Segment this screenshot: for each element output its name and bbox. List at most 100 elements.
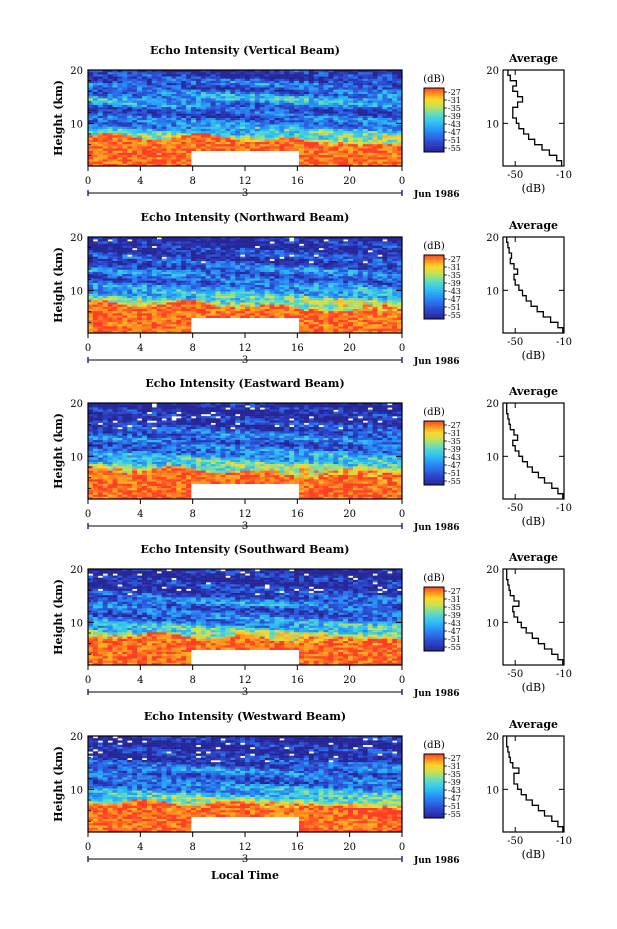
heatmap-cell [333, 103, 338, 105]
heatmap-cell [225, 241, 230, 243]
heatmap-cell [382, 294, 387, 296]
heatmap-cell [240, 98, 245, 100]
heatmap-cell [225, 144, 230, 146]
heatmap-cell [162, 116, 167, 118]
heatmap-cell [328, 311, 333, 313]
heatmap-cell [368, 142, 373, 144]
heatmap-cell [216, 287, 221, 289]
heatmap-cell [157, 79, 162, 81]
heatmap-cell [117, 103, 122, 105]
heatmap-cell [147, 259, 152, 261]
heatmap-cell [147, 127, 152, 129]
heatmap-cell [142, 265, 147, 267]
heatmap-cell [93, 85, 98, 87]
heatmap-cell [122, 287, 127, 289]
heatmap-cell [309, 131, 314, 133]
heatmap-cell [260, 296, 265, 298]
heatmap-cell [377, 109, 382, 111]
heatmap-cell [387, 98, 392, 100]
heatmap-cell [377, 144, 382, 146]
heatmap-cell [216, 285, 221, 287]
heatmap-cell [122, 114, 127, 116]
heatmap-cell [368, 265, 373, 267]
heatmap-cell [260, 287, 265, 289]
heatmap-cell [127, 90, 132, 92]
heatmap-cell [373, 127, 378, 129]
heatmap-cell [132, 239, 137, 241]
heatmap-cell [240, 142, 245, 144]
heatmap-cell [98, 285, 103, 287]
heatmap-cell [304, 120, 309, 122]
heatmap-cell [299, 305, 304, 307]
heatmap-cell [377, 118, 382, 120]
heatmap-cell [181, 85, 186, 87]
heatmap-cell [176, 263, 181, 265]
heatmap-cell [245, 294, 250, 296]
heatmap-cell [255, 77, 260, 79]
heatmap-cell [186, 248, 191, 250]
heatmap-cell [142, 298, 147, 300]
heatmap-cell [245, 111, 250, 113]
heatmap-cell [147, 157, 152, 159]
heatmap-cell [299, 109, 304, 111]
heatmap-cell [176, 270, 181, 272]
heatmap-cell [216, 259, 221, 261]
heatmap-cell [206, 116, 211, 118]
heatmap-cell [382, 79, 387, 81]
heatmap-cell [343, 74, 348, 76]
heatmap-cell [382, 292, 387, 294]
heatmap-cell [309, 257, 314, 259]
heatmap-cell [171, 140, 176, 142]
heatmap-cell [274, 252, 279, 254]
heatmap-cell [319, 246, 324, 248]
heatmap-cell [299, 118, 304, 120]
heatmap-cell [191, 129, 196, 131]
heatmap-cell [186, 268, 191, 270]
heatmap-cell [245, 276, 250, 278]
heatmap-cell [88, 313, 93, 315]
heatmap-cell [93, 246, 98, 248]
heatmap-cell [122, 72, 127, 74]
heatmap-cell [171, 270, 176, 272]
heatmap-cell [108, 302, 113, 304]
heatmap-cell [309, 111, 314, 113]
heatmap-cell [117, 120, 122, 122]
heatmap-cell [127, 294, 132, 296]
heatmap-cell [309, 122, 314, 124]
heatmap-cell [240, 261, 245, 263]
heatmap-cell [113, 244, 118, 246]
heatmap-cell [122, 274, 127, 276]
heatmap-cell [274, 241, 279, 243]
heatmap-cell [88, 248, 93, 250]
heatmap-cell [358, 259, 363, 261]
heatmap-cell [103, 274, 108, 276]
heatmap-cell [377, 239, 382, 241]
heatmap-cell [284, 101, 289, 103]
heatmap-cell [196, 241, 201, 243]
heatmap-cell [265, 294, 270, 296]
heatmap-cell [132, 105, 137, 107]
heatmap-cell [270, 122, 275, 124]
heatmap-cell [201, 94, 206, 96]
heatmap-cell [162, 144, 167, 146]
heatmap-cell [279, 114, 284, 116]
heatmap-cell [250, 131, 255, 133]
heatmap-cell [230, 263, 235, 265]
heatmap-cell [225, 270, 230, 272]
heatmap-cell [176, 294, 181, 296]
heatmap-cell [216, 133, 221, 135]
heatmap-cell [132, 296, 137, 298]
heatmap-cell [171, 268, 176, 270]
heatmap-cell [368, 120, 373, 122]
heatmap-cell [142, 151, 147, 153]
heatmap-cell [377, 72, 382, 74]
heatmap-cell [274, 127, 279, 129]
heatmap-cell [235, 239, 240, 241]
heatmap-cell [333, 101, 338, 103]
heatmap-cell [343, 268, 348, 270]
heatmap-cell [191, 309, 196, 311]
heatmap-cell [117, 77, 122, 79]
heatmap-cell [382, 159, 387, 161]
heatmap-cell [250, 239, 255, 241]
heatmap-cell [103, 107, 108, 109]
